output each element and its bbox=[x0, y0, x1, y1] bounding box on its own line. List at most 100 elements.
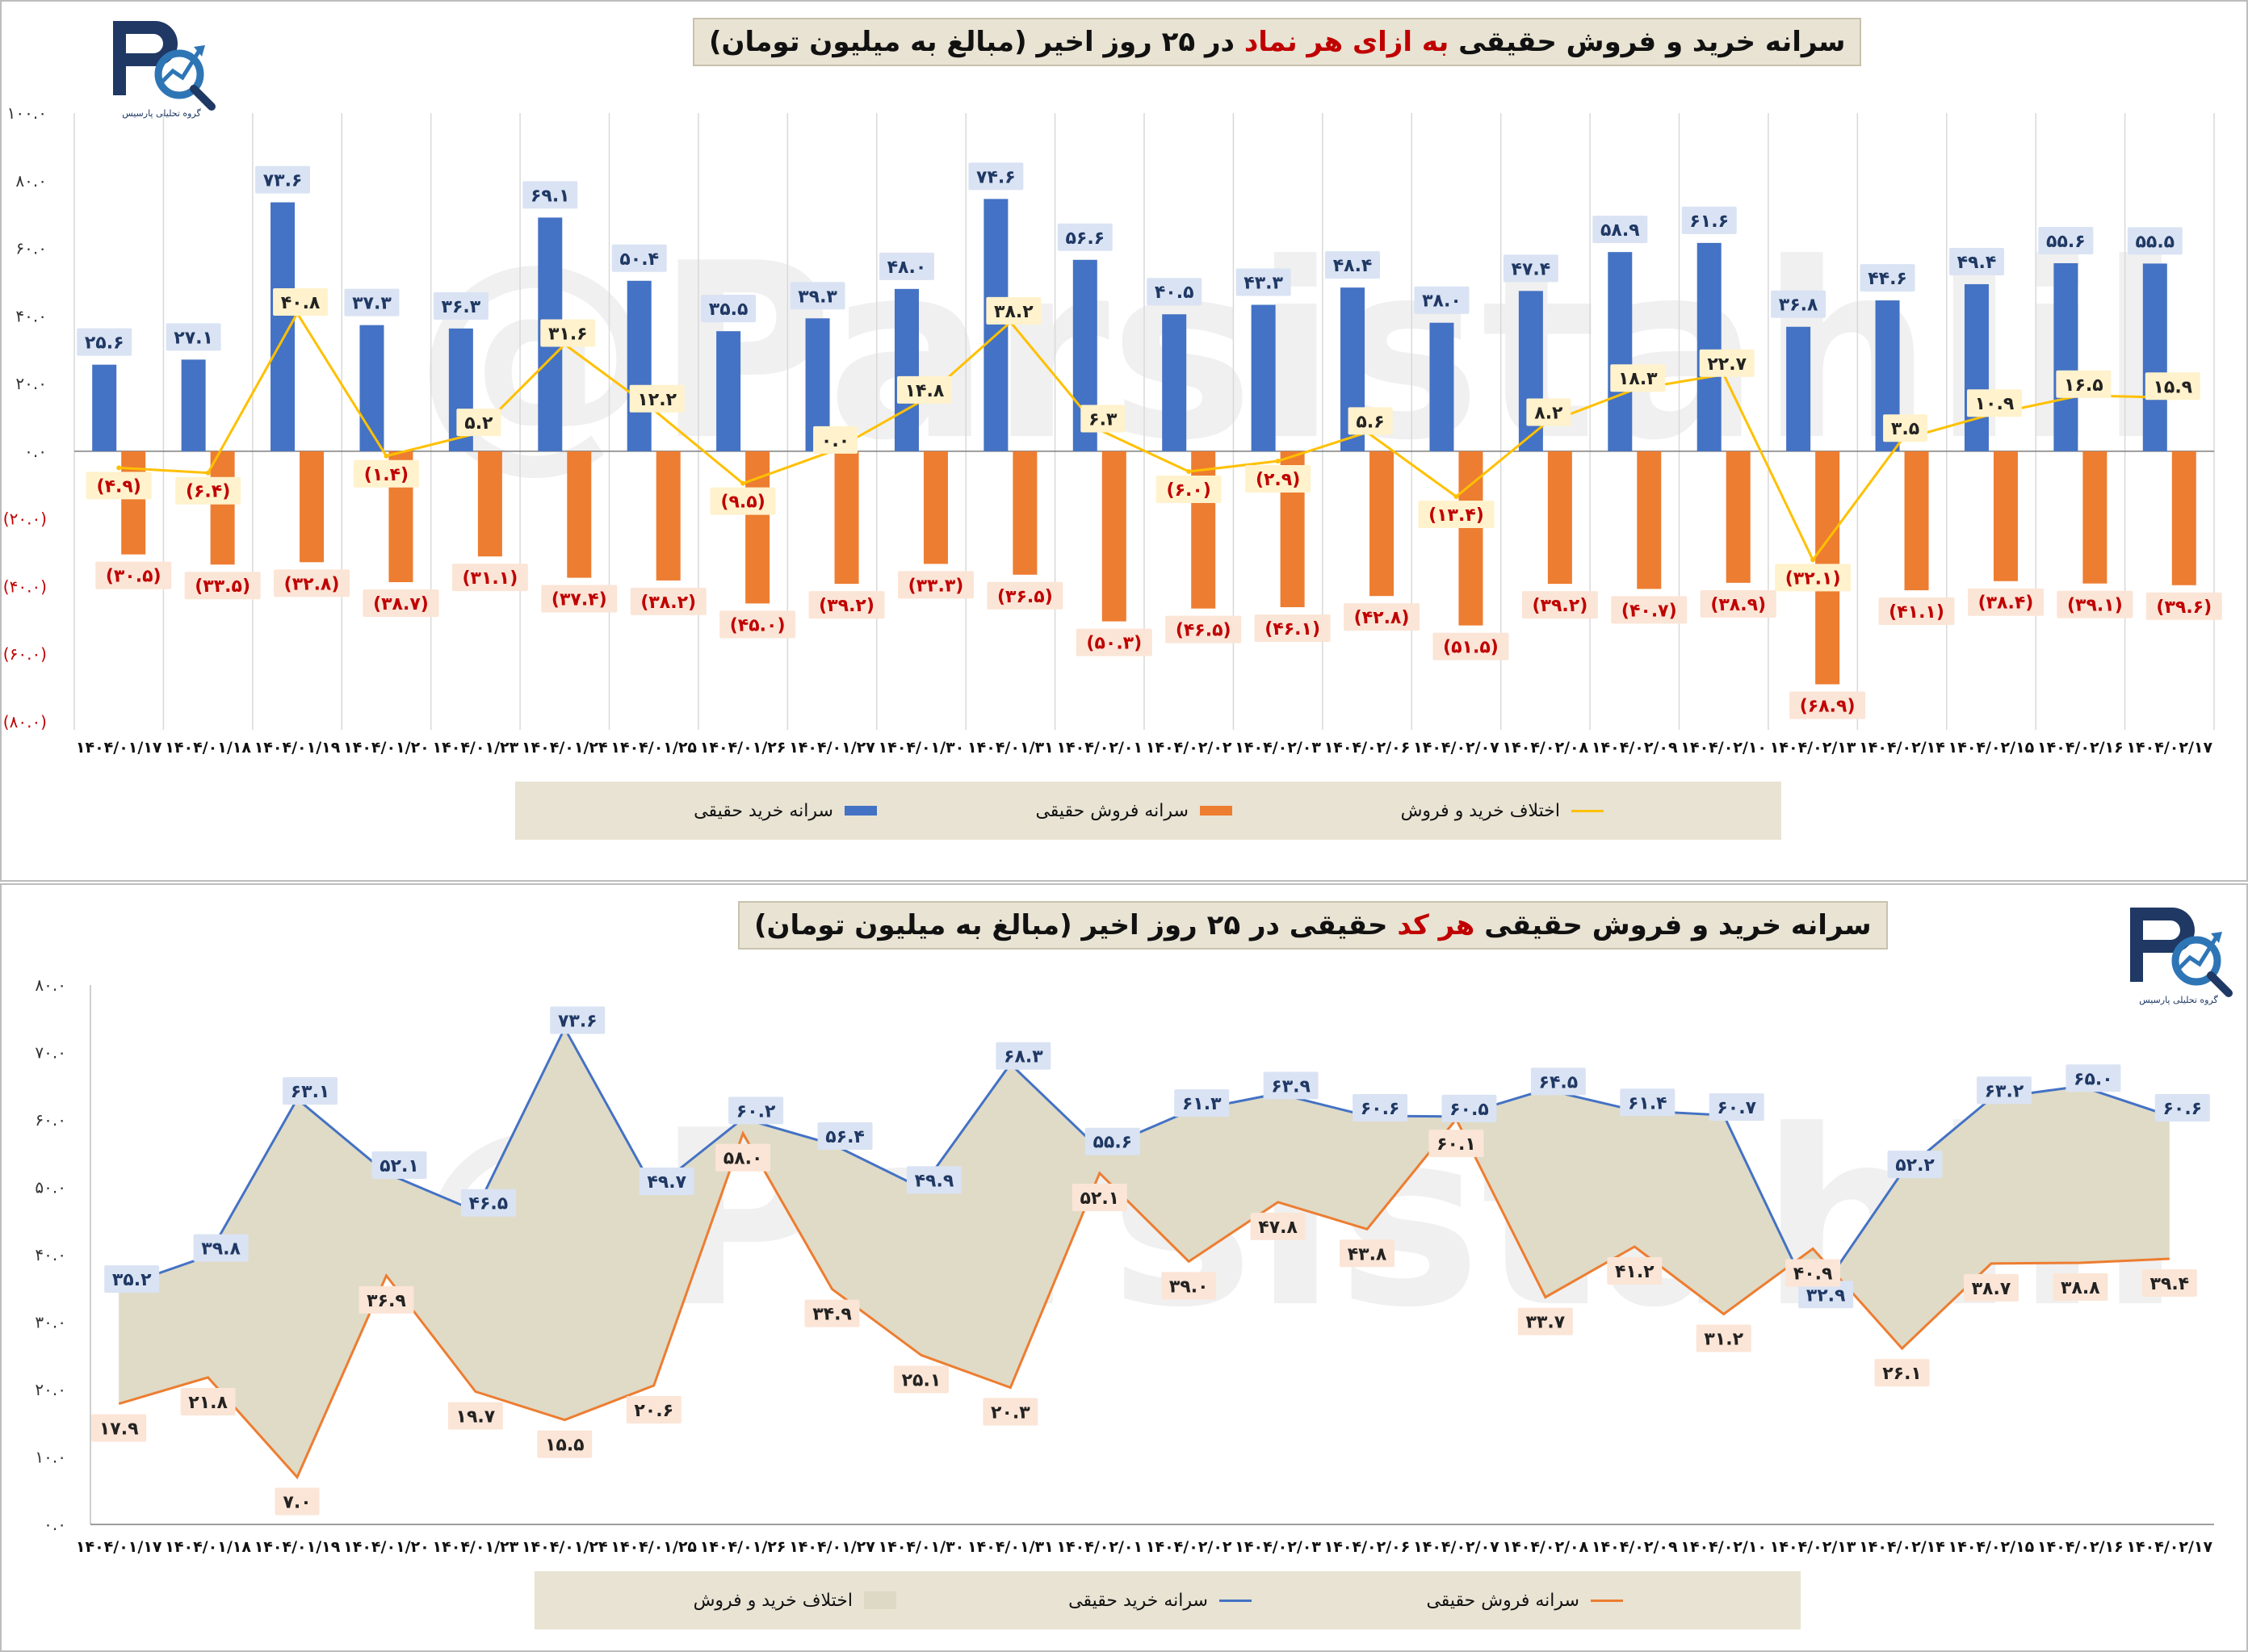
buy-data-label-text: ۲۵.۶ bbox=[85, 333, 124, 354]
sell-data-label: (۴۰.۷) bbox=[1611, 596, 1688, 624]
sell-data-label-text: (۴۶.۵) bbox=[1176, 621, 1231, 641]
sell-data-label-text: (۳۹.۲) bbox=[819, 596, 874, 616]
x-tick-label: ۱۴۰۴/۰۲/۱۶ bbox=[2037, 739, 2124, 757]
buy-data-label-bg bbox=[1709, 1093, 1764, 1122]
diff-data-label-bg bbox=[629, 384, 685, 413]
x-tick-label: ۱۴۰۴/۰۲/۱۴ bbox=[1859, 739, 1945, 757]
sell-bar bbox=[1013, 451, 1038, 575]
sell-data-label-text: ۴۳.۸ bbox=[1348, 1244, 1387, 1264]
buy-data-label-text: ۲۷.۱ bbox=[174, 328, 213, 348]
logo-icon: گروه تحلیلی پارسیس bbox=[113, 21, 216, 119]
sell-data-label-text: (۳۹.۶) bbox=[2156, 597, 2212, 618]
sell-data-label-bg bbox=[2057, 590, 2133, 618]
buy-data-label: ۳۵.۲ bbox=[104, 1265, 160, 1294]
sell-data-label-text: ۳۹.۴ bbox=[2149, 1274, 2189, 1294]
sell-data-label-text: (۳۸.۷) bbox=[373, 594, 429, 614]
sell-data-label-text: (۳۶.۵) bbox=[997, 587, 1053, 607]
diff-data-label-text: (۳۲.۱) bbox=[1785, 568, 1841, 589]
buy-data-label-text: ۶۰.۲ bbox=[736, 1101, 776, 1122]
buy-data-label-text: ۳۶.۸ bbox=[1779, 296, 1818, 316]
x-tick-label: ۱۴۰۴/۰۲/۰۱ bbox=[1056, 739, 1143, 757]
diff-data-label-text: (۴.۹) bbox=[97, 476, 141, 497]
sell-bar bbox=[210, 451, 235, 565]
x-tick-label: ۱۴۰۴/۰۲/۱۶ bbox=[2037, 1538, 2124, 1556]
sell-data-label-text: ۲۰.۳ bbox=[991, 1403, 1030, 1423]
buy-data-label-text: ۵۰.۴ bbox=[619, 249, 659, 270]
buy-data-label: ۳۶.۸ bbox=[1771, 290, 1826, 318]
sell-data-label: (۳۶.۵) bbox=[987, 581, 1063, 610]
x-tick-label: ۱۴۰۴/۰۲/۰۸ bbox=[1503, 1538, 1589, 1556]
y-tick-label: ۵۰.۰ bbox=[35, 1178, 66, 1197]
diff-data-label: ۱۲.۲ bbox=[629, 384, 685, 413]
chart-panel-per-symbol: سرانه خرید و فروش حقیقی به ازای هر نماد … bbox=[0, 0, 2248, 882]
sell-data-label-text: ۴۰.۹ bbox=[1793, 1264, 1833, 1284]
y-tick-label: ۲۰.۰ bbox=[35, 1380, 66, 1399]
sell-data-label-bg bbox=[1340, 1239, 1395, 1268]
diff-data-label: ۱۵.۹ bbox=[2145, 372, 2200, 400]
sell-data-label: (۴۲.۸) bbox=[1344, 603, 1420, 631]
buy-data-label-bg bbox=[1681, 206, 1737, 234]
buy-data-label: ۶۱.۶ bbox=[1681, 206, 1737, 234]
buy-data-label-bg bbox=[2066, 1064, 2121, 1092]
x-tick-label: ۱۴۰۴/۰۱/۳۱ bbox=[967, 1538, 1054, 1556]
x-tick-label: ۱۴۰۴/۰۱/۱۸ bbox=[165, 739, 251, 757]
buy-data-label-bg bbox=[1235, 268, 1291, 296]
x-tick-label: ۱۴۰۴/۰۱/۲۳ bbox=[433, 739, 519, 757]
sell-bar bbox=[1547, 451, 1572, 585]
sell-data-label-bg bbox=[804, 1299, 860, 1327]
buy-data-label-text: ۶۳.۹ bbox=[1271, 1076, 1311, 1096]
buy-data-label-bg bbox=[371, 1151, 427, 1179]
buy-data-label-text: ۶۱.۴ bbox=[1628, 1093, 1667, 1113]
bar-line-chart: ۱۰۰.۰ ۸۰.۰ ۶۰.۰ ۴۰.۰ ۲۰.۰ ۰.۰ (۲۰.۰) (۴۰.۰) (۶۰.… bbox=[3, 103, 2222, 757]
diff-data-label: ۱۶.۵ bbox=[2056, 370, 2112, 398]
x-tick-label: ۱۴۰۴/۰۱/۲۶ bbox=[700, 739, 786, 757]
sell-data-label-bg bbox=[1344, 603, 1420, 631]
sell-data-label: (۳۸.۷) bbox=[363, 589, 439, 617]
sell-data-label-text: ۶۰.۱ bbox=[1436, 1134, 1476, 1155]
sell-data-label-bg bbox=[1165, 615, 1242, 644]
sell-data-label-bg bbox=[715, 1143, 771, 1172]
sell-data-label: ۴۰.۹ bbox=[1785, 1259, 1841, 1287]
buy-data-label: ۳۷.۳ bbox=[344, 288, 400, 317]
buy-data-label-bg bbox=[728, 1096, 784, 1125]
buy-data-label-bg bbox=[460, 1189, 516, 1217]
sell-data-label: (۳۹.۱) bbox=[2057, 590, 2133, 618]
sell-data-label-text: ۵۲.۱ bbox=[1080, 1189, 1119, 1209]
x-tick-label: ۱۴۰۴/۰۲/۰۹ bbox=[1592, 739, 1678, 757]
sell-bar bbox=[745, 451, 770, 604]
buy-bar bbox=[984, 199, 1009, 451]
x-tick-label: ۱۴۰۴/۰۲/۰۸ bbox=[1503, 739, 1589, 757]
y-tick-label: (۸۰.۰) bbox=[3, 712, 47, 732]
x-tick-label: ۱۴۰۴/۰۲/۱۵ bbox=[1948, 1538, 2035, 1556]
sell-data-label: ۱۵.۵ bbox=[537, 1430, 593, 1458]
sell-data-label-bg bbox=[987, 581, 1063, 610]
legend: سرانه خرید حقیقی سرانه فروش حقیقی اختلاف… bbox=[515, 782, 1781, 840]
sell-data-label: (۳۹.۲) bbox=[1521, 591, 1598, 619]
sell-data-label-bg bbox=[983, 1398, 1038, 1426]
buy-data-label-text: ۴۹.۴ bbox=[1957, 253, 1997, 273]
buy-data-label: ۷۳.۶ bbox=[255, 166, 311, 194]
y-tick-label: ۶۰.۰ bbox=[35, 1110, 66, 1130]
x-tick-label: ۱۴۰۴/۰۱/۲۷ bbox=[789, 1538, 875, 1556]
legend-item-buy: سرانه خرید حقیقی bbox=[1068, 1571, 1252, 1629]
buy-data-label-bg bbox=[1084, 1127, 1140, 1155]
buy-data-label-bg bbox=[255, 166, 311, 194]
sell-data-label-bg bbox=[1607, 1256, 1663, 1285]
sell-data-label-bg bbox=[451, 564, 528, 592]
diff-data-label-text: (۲.۹) bbox=[1256, 470, 1300, 490]
sell-data-label-bg bbox=[1789, 691, 1866, 719]
sell-data-label: (۳۳.۵) bbox=[184, 572, 261, 600]
diff-data-label-bg bbox=[1699, 349, 1755, 377]
diff-line bbox=[119, 311, 2170, 563]
diff-data-label: (۲.۹) bbox=[1245, 465, 1311, 493]
diff-data-label: ۳۸.۲ bbox=[986, 296, 1042, 325]
diff-data-label-text: ۳۸.۲ bbox=[994, 302, 1034, 322]
sell-data-label: ۳۹.۰ bbox=[1161, 1272, 1217, 1300]
buy-data-label-text: ۵۲.۱ bbox=[380, 1156, 419, 1176]
buy-data-label-bg bbox=[283, 1077, 338, 1105]
sell-data-label: ۲۵.۱ bbox=[893, 1365, 949, 1394]
x-tick-label: ۱۴۰۴/۰۲/۰۳ bbox=[1235, 1538, 1321, 1556]
buy-data-label: ۴۹.۹ bbox=[906, 1166, 962, 1194]
legend: اختلاف خرید و فروش سرانه خرید حقیقی سران… bbox=[535, 1571, 1801, 1629]
buy-bar bbox=[2142, 263, 2167, 451]
